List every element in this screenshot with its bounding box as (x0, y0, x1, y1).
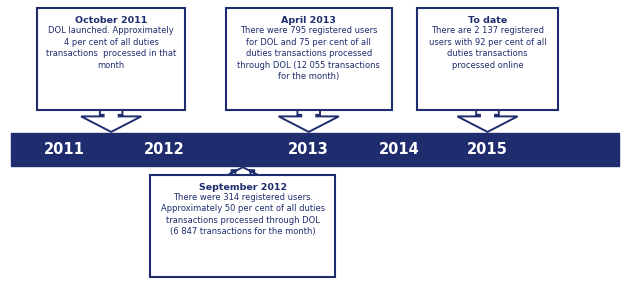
Text: April 2013: April 2013 (281, 16, 336, 25)
Text: 2012: 2012 (144, 142, 185, 157)
Polygon shape (278, 109, 339, 132)
Polygon shape (457, 109, 518, 132)
Text: There are 2 137 registered
users with 92 per cent of all
duties transactions
pro: There are 2 137 registered users with 92… (428, 26, 546, 70)
FancyBboxPatch shape (226, 9, 392, 110)
Text: There were 314 registered users.
Approximately 50 per cent of all duties
transac: There were 314 registered users. Approxi… (161, 193, 325, 236)
FancyBboxPatch shape (11, 133, 619, 166)
Text: 2011: 2011 (43, 142, 84, 157)
Text: October 2011: October 2011 (75, 16, 147, 25)
Text: September 2012: September 2012 (199, 183, 287, 192)
Text: To date: To date (468, 16, 507, 25)
Text: 2013: 2013 (289, 142, 329, 157)
Polygon shape (213, 167, 273, 183)
Text: 2015: 2015 (467, 142, 508, 157)
FancyBboxPatch shape (417, 9, 558, 110)
Text: There were 795 registered users
for DOL and 75 per cent of all
duties transactio: There were 795 registered users for DOL … (238, 26, 380, 81)
FancyBboxPatch shape (37, 9, 185, 110)
Polygon shape (81, 109, 141, 132)
FancyBboxPatch shape (151, 175, 335, 276)
Text: DOL launched. Approximately
4 per cent of all duties
transactions  processed in : DOL launched. Approximately 4 per cent o… (46, 26, 176, 70)
Text: 2014: 2014 (379, 142, 420, 157)
